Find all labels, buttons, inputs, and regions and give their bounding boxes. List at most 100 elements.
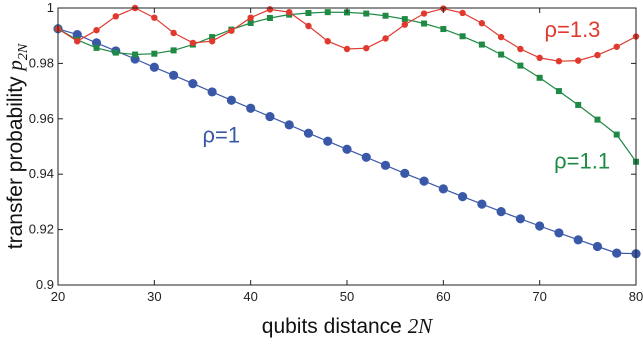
data-point xyxy=(170,47,177,54)
axis-ticks: 20 30 40 50 60 70 80 0.9 0.92 0.94 0.96 0.98 1 xyxy=(29,0,643,304)
x-tick-label: 20 xyxy=(51,289,65,304)
data-point xyxy=(149,62,159,72)
y-tick-label: 1 xyxy=(47,0,54,15)
data-point xyxy=(555,57,563,65)
data-point xyxy=(305,9,312,16)
series-label: ρ=1 xyxy=(203,122,241,147)
data-point xyxy=(207,87,217,97)
x-tick-label: 70 xyxy=(532,289,546,304)
x-tick-label: 60 xyxy=(436,289,450,304)
data-point xyxy=(477,199,487,209)
data-point xyxy=(517,62,524,69)
data-point xyxy=(324,38,331,45)
data-point xyxy=(554,228,564,238)
x-axis-label: qubits distance 2N xyxy=(262,314,433,338)
data-point xyxy=(246,103,256,113)
data-point xyxy=(228,27,235,34)
data-point xyxy=(382,35,389,42)
data-point xyxy=(132,51,139,58)
data-point xyxy=(380,160,391,170)
data-point xyxy=(478,41,485,48)
y-tick-label: 0.98 xyxy=(29,55,54,70)
x-tick-label: 50 xyxy=(340,289,354,304)
data-point xyxy=(594,51,601,59)
data-point xyxy=(459,9,466,17)
data-point xyxy=(169,70,179,80)
data-point xyxy=(420,10,428,17)
data-point xyxy=(112,13,120,20)
data-point xyxy=(459,33,466,40)
y-axis-label: transfer probability p2N xyxy=(3,43,31,249)
data-point xyxy=(93,26,100,34)
data-point xyxy=(594,116,601,123)
data-point xyxy=(208,38,216,45)
data-point xyxy=(401,21,408,28)
data-point xyxy=(498,51,505,58)
data-point xyxy=(209,34,216,41)
data-point xyxy=(592,241,603,252)
data-point xyxy=(188,79,198,89)
x-axis-label-text: qubits distance xyxy=(262,315,408,338)
data-point xyxy=(151,50,158,57)
y-tick-label: 0.94 xyxy=(29,166,54,181)
x-tick-label: 30 xyxy=(147,289,161,304)
data-point xyxy=(343,45,351,53)
data-point xyxy=(189,39,197,47)
data-point xyxy=(401,16,408,23)
data-point xyxy=(170,29,177,37)
data-point xyxy=(266,14,273,21)
data-point xyxy=(247,14,254,21)
data-point xyxy=(535,221,545,231)
y-axis-label-math: p xyxy=(3,60,27,73)
data-point xyxy=(497,33,505,41)
data-point xyxy=(575,101,582,108)
data-point xyxy=(536,74,543,81)
data-point xyxy=(112,49,119,56)
data-point xyxy=(93,44,100,51)
data-point xyxy=(438,184,448,194)
data-point xyxy=(536,54,543,62)
data-point xyxy=(151,14,158,21)
series-line xyxy=(57,28,637,255)
data-point xyxy=(361,152,371,162)
y-axis-label-text: transfer probability xyxy=(4,71,27,250)
data-point xyxy=(226,95,236,105)
data-point xyxy=(400,168,410,178)
series-ρ=1.3: ρ=1.3 xyxy=(54,4,640,65)
data-point xyxy=(612,248,622,258)
data-point xyxy=(305,22,312,30)
x-axis-label-math: 2N xyxy=(408,314,434,338)
data-point xyxy=(265,111,275,122)
data-point xyxy=(74,38,81,45)
data-point xyxy=(363,10,370,17)
data-point xyxy=(324,9,331,16)
y-axis-label-subscript: 2N xyxy=(16,43,31,60)
data-point xyxy=(517,45,524,53)
x-tick-label: 40 xyxy=(243,289,257,304)
data-point xyxy=(284,120,294,130)
data-point xyxy=(515,214,526,224)
data-point xyxy=(323,136,333,146)
series-ρ=1: ρ=1 xyxy=(53,24,641,259)
data-point xyxy=(575,57,582,64)
plot-layer: ρ=1 ρ=1.1 ρ=1.3 xyxy=(53,4,641,259)
data-point xyxy=(286,8,293,16)
data-point xyxy=(342,144,352,154)
data-point xyxy=(421,20,428,27)
y-tick-label: 0.9 xyxy=(36,277,54,292)
data-point xyxy=(247,19,254,26)
data-point xyxy=(419,176,429,186)
data-point xyxy=(613,131,620,138)
data-point xyxy=(303,128,314,138)
data-point xyxy=(496,206,506,217)
y-tick-label: 0.92 xyxy=(29,222,54,237)
data-point xyxy=(266,6,274,13)
data-point xyxy=(573,235,583,245)
data-point xyxy=(382,12,389,19)
data-point xyxy=(458,192,468,202)
y-tick-label: 0.96 xyxy=(29,111,54,126)
series-label: ρ=1.3 xyxy=(544,17,600,42)
series-label: ρ=1.1 xyxy=(554,149,610,174)
